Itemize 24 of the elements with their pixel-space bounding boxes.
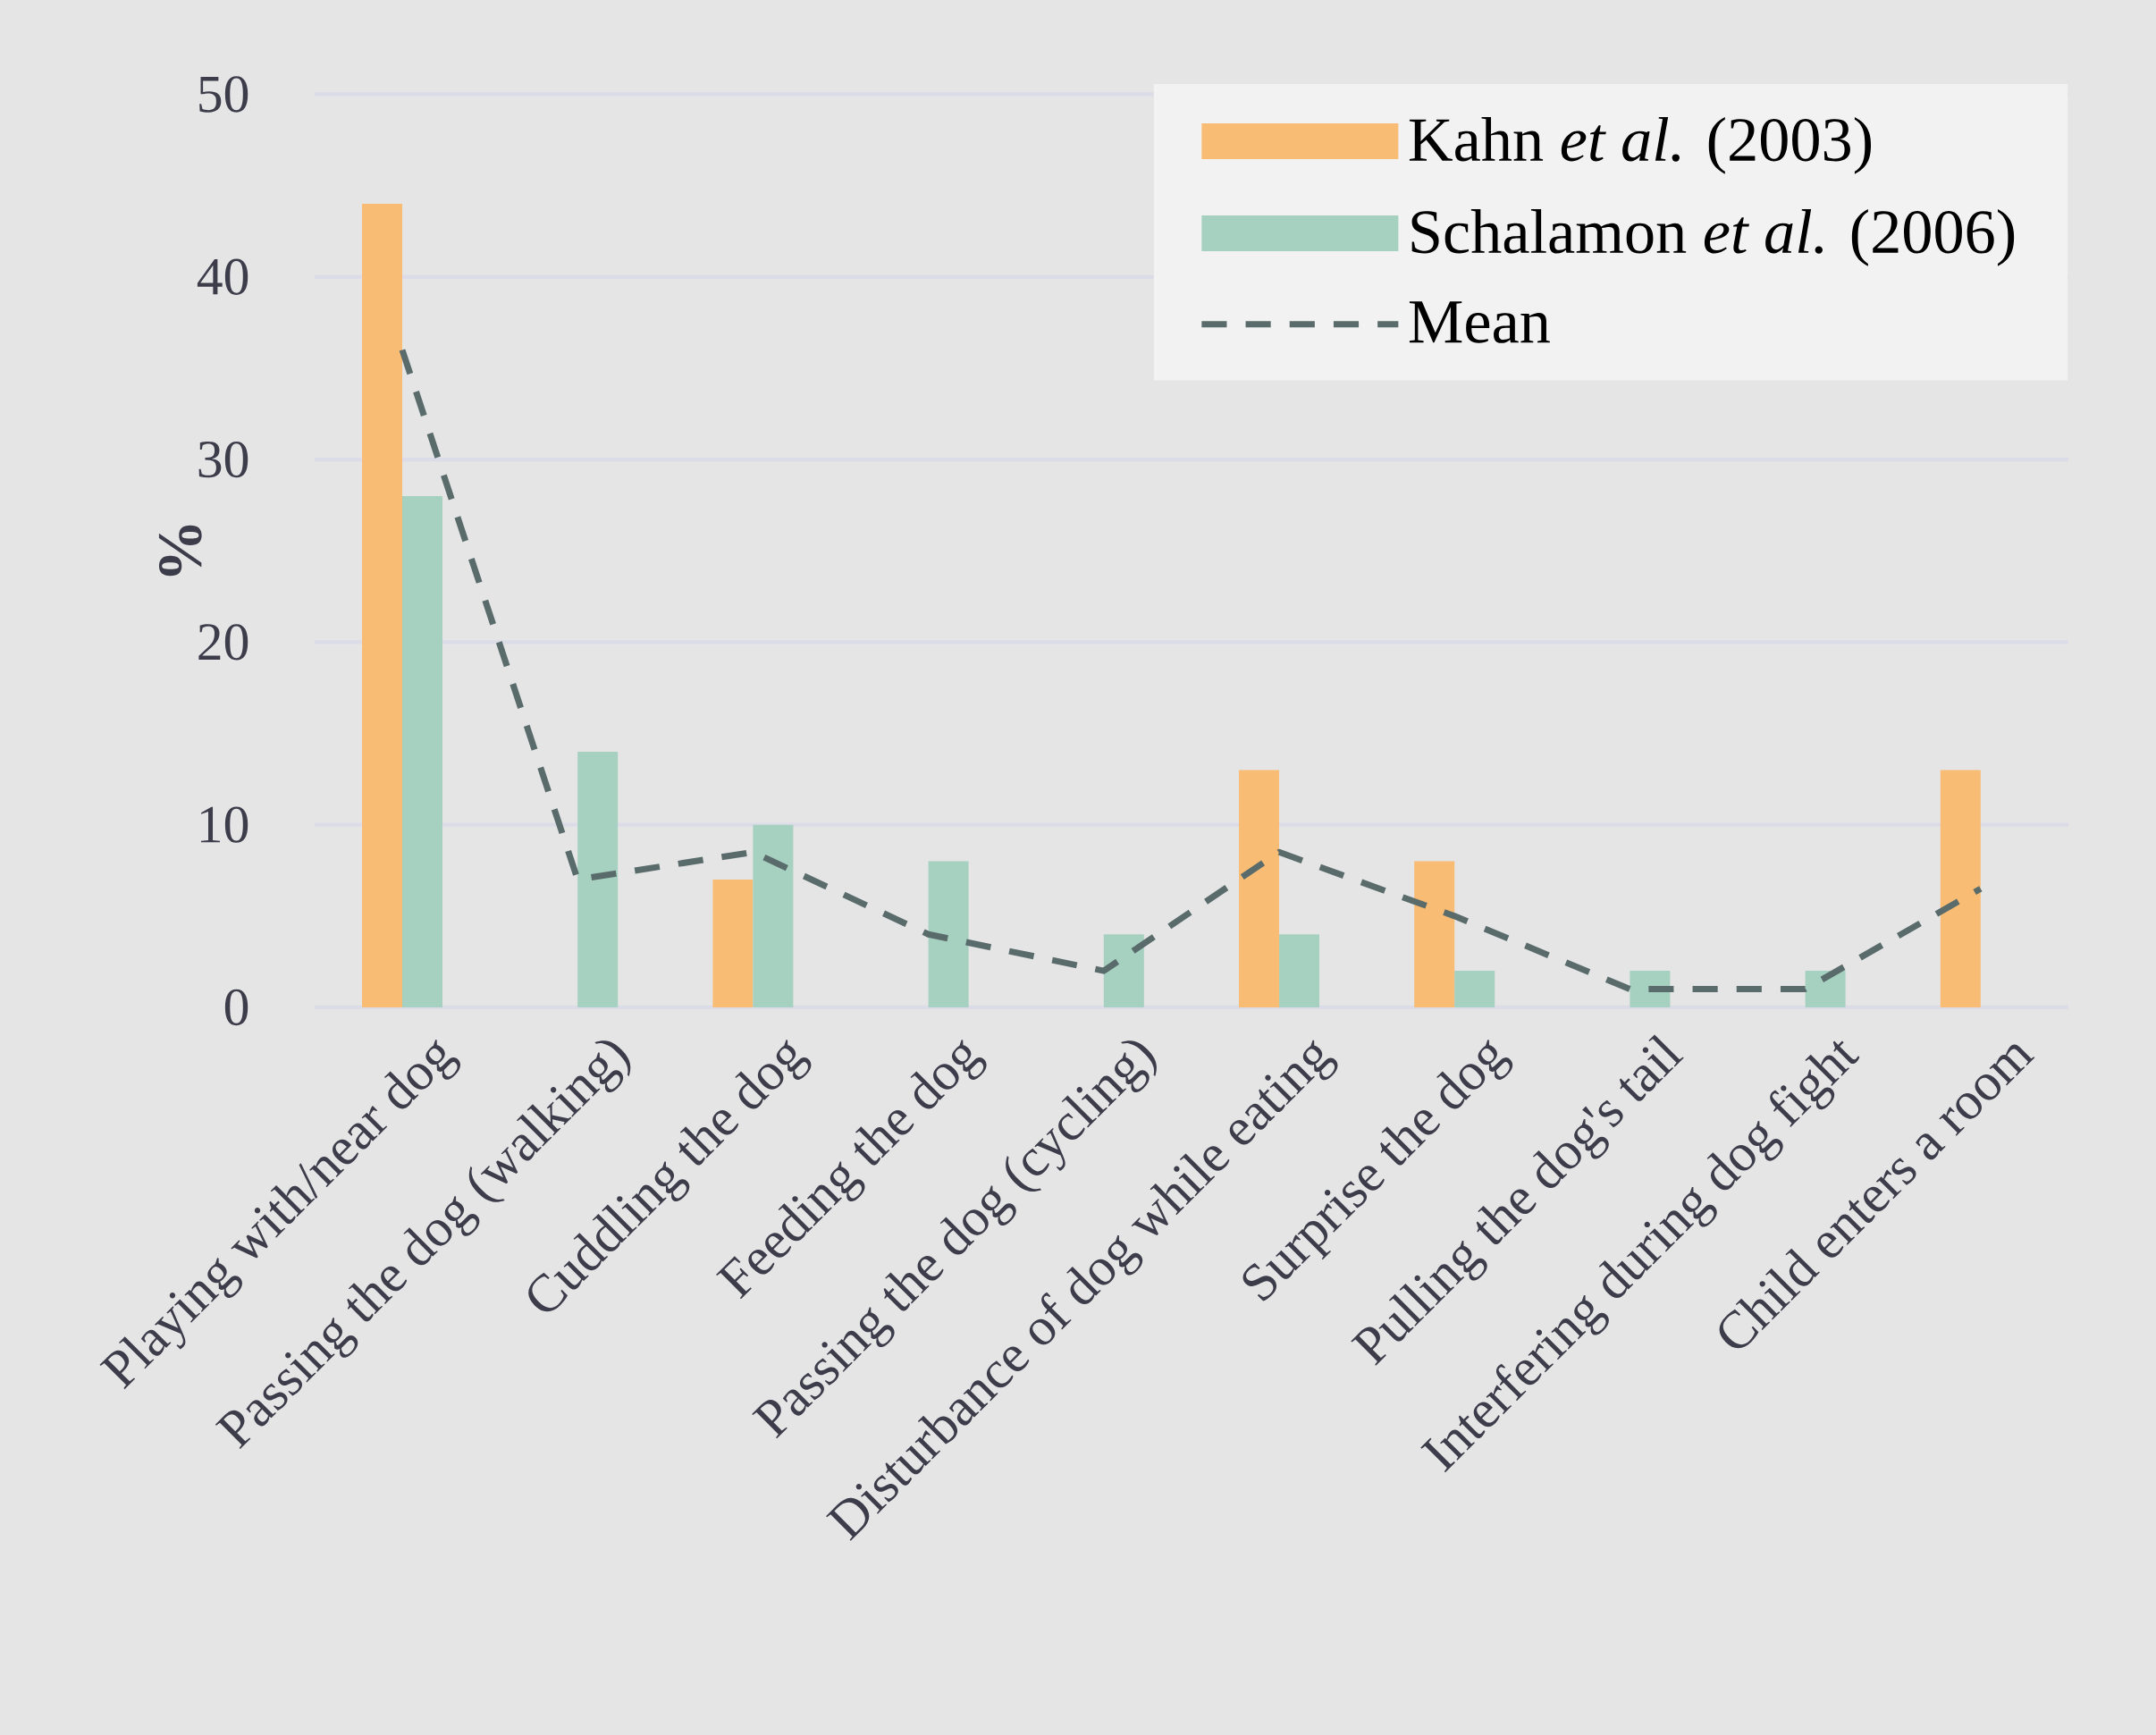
- y-tick-label: 20: [198, 624, 248, 661]
- bar: [362, 204, 402, 1007]
- bar: [1239, 770, 1279, 1007]
- bar: [712, 879, 754, 1007]
- bar: [577, 751, 619, 1007]
- bar: [402, 495, 442, 1007]
- legend-label: Mean: [1409, 301, 1550, 343]
- bar: [1414, 861, 1455, 1007]
- y-tick-label: 0: [224, 989, 248, 1026]
- y-tick-label: 10: [200, 806, 248, 843]
- bar: [1630, 971, 1671, 1007]
- bar: [928, 861, 969, 1007]
- y-tick-label: 30: [198, 441, 248, 478]
- y-tick-label: 50: [199, 76, 248, 113]
- bar: [1805, 971, 1846, 1007]
- bar: [1279, 934, 1320, 1007]
- bar: [1103, 934, 1144, 1007]
- y-axis-title: %: [158, 525, 202, 577]
- legend-label: Kahn et al. (2003): [1409, 116, 1872, 174]
- y-tick-label: 40: [197, 258, 248, 295]
- bar: [1940, 770, 1981, 1007]
- bar: [1454, 971, 1495, 1007]
- bar: [753, 824, 794, 1007]
- legend-label: Schalamon et al. (2006): [1411, 209, 2015, 266]
